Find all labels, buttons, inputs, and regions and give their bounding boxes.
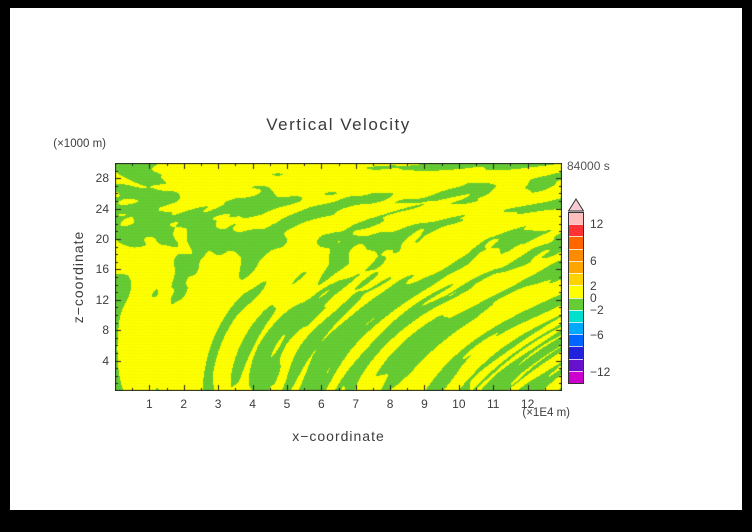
colorbar-label: 0 — [590, 291, 597, 305]
colorbar-segment — [569, 370, 583, 384]
x-tick-label: 3 — [214, 397, 222, 411]
colorbar-segment — [569, 213, 583, 225]
x-tick-label: 8 — [386, 397, 394, 411]
x-tick-label: 10 — [452, 397, 466, 411]
y-axis-unit-label: (×1000 m) — [53, 138, 106, 150]
colorbar-segment — [569, 334, 583, 347]
colorbar-label: −12 — [590, 364, 611, 379]
y-tick-label: 24 — [95, 201, 109, 216]
y-tick-label: 4 — [102, 353, 109, 368]
colorbar-label: 12 — [590, 217, 604, 232]
x-tick-label: 11 — [486, 397, 500, 411]
y-tick-label: 20 — [95, 232, 109, 246]
colorbar-segment — [569, 285, 583, 298]
colorbar-body — [568, 212, 584, 384]
x-tick-label: 12 — [520, 397, 535, 411]
x-tick-label: 2 — [180, 397, 188, 411]
y-tick-label: 16 — [95, 262, 109, 277]
colorbar-segment — [569, 346, 583, 359]
x-tick-label: 5 — [283, 397, 291, 411]
colorbar-segment — [569, 248, 583, 261]
colorbar-label: −2 — [590, 303, 604, 318]
colorbar-segment — [569, 321, 583, 335]
y-tick-label: 12 — [95, 292, 109, 307]
colorbar-arrow-icon — [568, 198, 584, 212]
x-tick-label: 1 — [146, 397, 153, 411]
x-tick-label: 7 — [352, 397, 360, 411]
x-tick-label: 4 — [249, 397, 256, 411]
x-axis-unit-label: (×1E4 m) — [522, 407, 570, 419]
colorbar-segment — [569, 358, 583, 371]
plot-title: Vertical Velocity — [266, 115, 411, 134]
colorbar-segment — [569, 224, 583, 237]
colorbar-segment — [569, 260, 583, 274]
colorbar-segment — [569, 309, 583, 322]
x-tick-label: 6 — [317, 397, 325, 411]
x-axis-title: x−coordinate — [292, 428, 385, 444]
colorbar-segment — [569, 273, 583, 286]
colorbar-arrow-shape — [568, 198, 584, 212]
colorbar-segment — [569, 236, 583, 249]
colorbar-label: 2 — [590, 278, 597, 293]
colorbar-label: 6 — [590, 254, 597, 269]
y-tick-label: 8 — [102, 323, 109, 338]
colorbar-label: −6 — [590, 327, 604, 342]
time-label: 84000 s — [567, 159, 610, 173]
y-tick-label: 28 — [95, 171, 109, 186]
colorbar-segment — [569, 297, 583, 310]
heatmap-canvas — [115, 163, 562, 391]
y-axis-title: z−coordinate — [70, 230, 86, 324]
colorbar — [568, 198, 584, 384]
x-tick-label: 9 — [421, 397, 428, 411]
